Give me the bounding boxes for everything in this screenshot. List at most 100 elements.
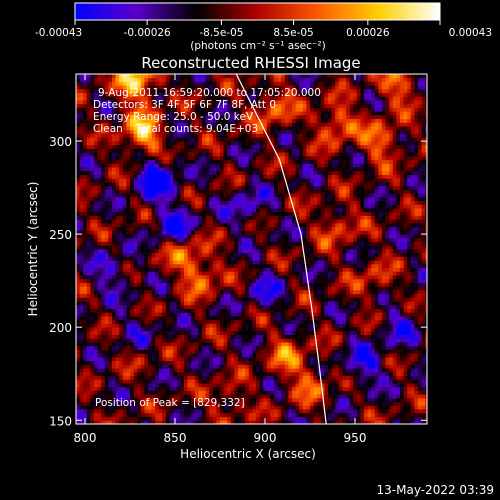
heatmap-cell [194, 148, 199, 153]
heatmap-cell [137, 278, 142, 283]
heatmap-cell [191, 88, 196, 94]
heatmap-cell [79, 163, 84, 168]
heatmap-cell [245, 85, 250, 90]
heatmap-cell [205, 267, 210, 272]
heatmap-cell [97, 308, 102, 313]
heatmap-cell [166, 107, 170, 112]
heatmap-cell [79, 230, 84, 235]
heatmap-cell [137, 390, 142, 395]
heatmap-cell [173, 267, 178, 272]
heatmap-cell [191, 386, 196, 391]
heatmap-cell [126, 386, 131, 391]
heatmap-cell [130, 144, 134, 149]
heatmap-cell [162, 200, 167, 205]
heatmap-cell [173, 129, 178, 134]
heatmap-cell [209, 371, 214, 376]
heatmap-cell [90, 301, 95, 306]
heatmap-cell [148, 226, 152, 231]
heatmap-cell [83, 316, 88, 321]
heatmap-cell [220, 252, 224, 257]
heatmap-cell [119, 401, 124, 406]
heatmap-cell [151, 170, 156, 175]
heatmap-cell [256, 390, 260, 395]
heatmap-cell [158, 215, 163, 220]
heatmap-cell [220, 278, 224, 283]
heatmap-cell [115, 118, 120, 123]
heatmap-cell [133, 137, 138, 142]
heatmap-cell [216, 345, 221, 350]
heatmap-cell [220, 345, 224, 350]
heatmap-cell [234, 412, 239, 417]
heatmap-cell [122, 249, 127, 254]
heatmap-cell [112, 260, 116, 265]
heatmap-cell [263, 178, 268, 183]
heatmap-cell [83, 100, 88, 105]
heatmap-cell [248, 204, 253, 209]
heatmap-cell [162, 267, 167, 272]
heatmap-cell [108, 405, 113, 410]
heatmap-cell [227, 241, 232, 246]
heatmap-cell [97, 81, 102, 86]
heatmap-cell [180, 252, 185, 257]
heatmap-cell [238, 312, 242, 317]
heatmap-cell [248, 103, 253, 108]
heatmap-cell [223, 167, 228, 172]
heatmap-cell [158, 349, 163, 354]
heatmap-cell [108, 256, 113, 261]
heatmap-cell [187, 189, 192, 194]
heatmap-cell [166, 249, 170, 254]
heatmap-cell [137, 349, 142, 354]
heatmap-cell [94, 155, 98, 161]
heatmap-cell [212, 356, 217, 362]
heatmap-cell [158, 111, 163, 116]
heatmap-cell [119, 144, 124, 149]
heatmap-cell [144, 319, 149, 324]
heatmap-cell [166, 260, 170, 265]
heatmap-cell [245, 349, 250, 354]
heatmap-cell [205, 222, 210, 228]
heatmap-cell [104, 219, 109, 224]
heatmap-cell [133, 204, 138, 209]
heatmap-cell [112, 278, 116, 283]
heatmap-cell [180, 85, 185, 90]
heatmap-cell [202, 174, 206, 179]
heatmap-cell [194, 208, 199, 213]
heatmap-cell [220, 126, 224, 131]
heatmap-cell [79, 416, 84, 421]
heatmap-cell [162, 234, 167, 239]
heatmap-cell [166, 155, 170, 161]
heatmap-cell [158, 103, 163, 108]
heatmap-cell [126, 204, 131, 209]
heatmap-cell [144, 137, 149, 142]
heatmap-cell [234, 85, 239, 90]
heatmap-cell [126, 338, 131, 343]
heatmap-cell [79, 278, 84, 283]
heatmap-cell [119, 226, 124, 231]
heatmap-cell [101, 379, 106, 384]
heatmap-cell [169, 356, 174, 362]
heatmap-cell [223, 364, 228, 369]
heatmap-cell [86, 260, 91, 265]
heatmap-cell [101, 163, 106, 168]
heatmap-cell [180, 323, 185, 328]
heatmap-cell [187, 234, 192, 239]
heatmap-cell [209, 103, 214, 108]
heatmap-cell [90, 323, 95, 328]
heatmap-cell [216, 371, 221, 376]
heatmap-cell [248, 375, 253, 380]
heatmap-cell [86, 397, 91, 403]
heatmap-cell [133, 81, 138, 86]
heatmap-cell [166, 252, 170, 257]
heatmap-cell [83, 319, 88, 324]
heatmap-cell [94, 278, 98, 283]
heatmap-cell [115, 185, 120, 190]
heatmap-cell [256, 234, 260, 239]
heatmap-cell [212, 152, 217, 157]
heatmap-cell [212, 181, 217, 187]
heatmap-cell [198, 397, 203, 403]
heatmap-cell [173, 107, 178, 112]
heatmap-cell [162, 356, 167, 362]
heatmap-cell [86, 85, 91, 90]
heatmap-cell [112, 204, 116, 209]
